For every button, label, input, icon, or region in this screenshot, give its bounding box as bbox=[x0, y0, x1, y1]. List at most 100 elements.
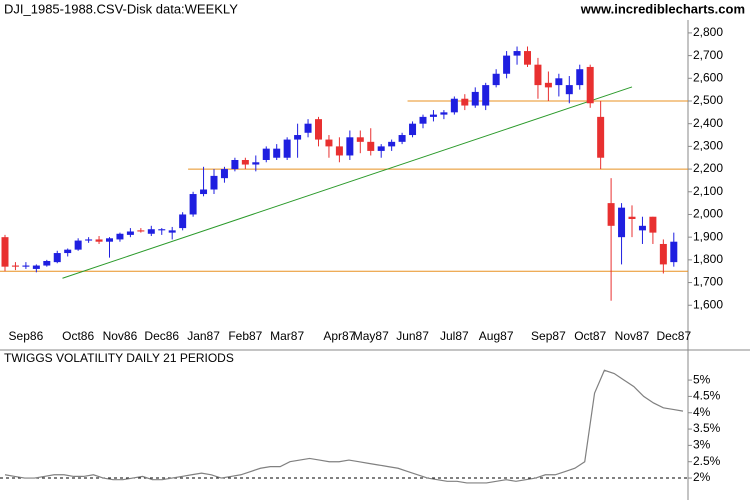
candle-body bbox=[555, 78, 563, 86]
candle-body bbox=[241, 160, 249, 165]
candle-body bbox=[471, 91, 479, 106]
x-tick-label: Aug87 bbox=[479, 329, 514, 343]
candle-body bbox=[429, 114, 437, 117]
candle-body bbox=[43, 260, 51, 266]
candle-body bbox=[32, 265, 40, 269]
candle-body bbox=[597, 116, 605, 158]
candle-body bbox=[11, 265, 19, 267]
candle-body bbox=[126, 231, 134, 235]
candle-body bbox=[189, 194, 197, 215]
candle-body bbox=[513, 51, 521, 56]
candle-body bbox=[649, 216, 657, 233]
y-tick-label: 2,400 bbox=[693, 116, 723, 130]
y-tick-label: 2,200 bbox=[693, 161, 723, 175]
candle-body bbox=[461, 98, 469, 106]
candle-body bbox=[231, 160, 239, 170]
candle-body bbox=[367, 141, 375, 151]
y-tick-label: 1,900 bbox=[693, 229, 723, 243]
y-tick-label: 3% bbox=[693, 438, 711, 452]
candle-body bbox=[524, 51, 531, 65]
volatility-line bbox=[4, 369, 684, 484]
x-tick-label: Jun87 bbox=[396, 329, 429, 343]
y-tick-label: 3.5% bbox=[693, 421, 721, 435]
candle-body bbox=[200, 189, 208, 195]
candle-body bbox=[492, 73, 500, 86]
candle-body bbox=[335, 146, 343, 156]
candle-body bbox=[659, 243, 667, 265]
candle-body bbox=[450, 98, 458, 113]
y-tick-label: 5% bbox=[693, 372, 711, 386]
candle-body bbox=[252, 162, 260, 165]
candle-body bbox=[85, 239, 93, 241]
candle-body bbox=[565, 85, 573, 95]
candle-body bbox=[670, 241, 678, 263]
candle-body bbox=[377, 146, 385, 151]
candle-body bbox=[106, 238, 113, 242]
candle-body bbox=[544, 82, 552, 88]
candle-body bbox=[22, 265, 30, 267]
x-tick-label: Jul87 bbox=[440, 329, 469, 343]
candle-body bbox=[74, 240, 82, 250]
y-tick-label: 2,500 bbox=[693, 93, 723, 107]
y-tick-label: 1,800 bbox=[693, 252, 723, 266]
candle-body bbox=[388, 141, 396, 147]
y-tick-label: 4% bbox=[693, 405, 711, 419]
trend-line bbox=[62, 86, 633, 279]
candle-body bbox=[95, 239, 103, 242]
site-name: www.incrediblecharts.com bbox=[580, 1, 745, 16]
chart-header: DJI_1985-1988.CSV-Disk data:WEEKLY bbox=[4, 1, 238, 16]
x-tick-label: Sep86 bbox=[9, 329, 44, 343]
y-tick-label: 2,100 bbox=[693, 184, 723, 198]
candle-body bbox=[179, 214, 187, 229]
candle-body bbox=[168, 230, 176, 233]
x-tick-label: Dec87 bbox=[656, 329, 691, 343]
x-tick-label: Jan87 bbox=[187, 329, 220, 343]
x-tick-label: Apr87 bbox=[323, 329, 355, 343]
candle-body bbox=[440, 112, 448, 115]
y-tick-label: 1,600 bbox=[693, 297, 723, 311]
candle-body bbox=[53, 253, 61, 263]
candle-body bbox=[64, 249, 72, 254]
y-tick-label: 4.5% bbox=[693, 389, 721, 403]
candle-body bbox=[262, 148, 270, 160]
candle-body bbox=[158, 229, 166, 231]
candle-body bbox=[304, 123, 312, 133]
y-tick-label: 2.5% bbox=[693, 454, 721, 468]
y-tick-label: 1,700 bbox=[693, 275, 723, 289]
candle-body bbox=[638, 225, 646, 231]
x-tick-label: Oct86 bbox=[62, 329, 94, 343]
candle-body bbox=[398, 135, 406, 142]
candle-body bbox=[283, 139, 291, 158]
candle-body bbox=[503, 55, 511, 74]
candle-body bbox=[628, 216, 636, 220]
candle-body bbox=[346, 137, 354, 156]
candle-body bbox=[315, 119, 322, 140]
candle-body bbox=[137, 230, 145, 232]
candle-body bbox=[586, 66, 594, 104]
indicator-title: TWIGGS VOLATILITY DAILY 21 PERIODS bbox=[4, 351, 234, 365]
candle-body bbox=[220, 169, 228, 179]
x-tick-label: Dec86 bbox=[144, 329, 179, 343]
candle-body bbox=[210, 175, 218, 190]
candle-body bbox=[409, 123, 417, 136]
x-tick-label: May87 bbox=[353, 329, 389, 343]
candle-body bbox=[147, 229, 155, 234]
candle-body bbox=[116, 233, 124, 240]
x-tick-label: Feb87 bbox=[228, 329, 262, 343]
x-tick-label: Nov86 bbox=[103, 329, 138, 343]
candle-body bbox=[419, 116, 427, 124]
candle-body bbox=[576, 69, 584, 86]
y-tick-label: 2,700 bbox=[693, 48, 723, 62]
x-tick-label: Nov87 bbox=[615, 329, 650, 343]
y-tick-label: 2,600 bbox=[693, 70, 723, 84]
y-tick-label: 2,800 bbox=[693, 25, 723, 39]
candle-body bbox=[482, 85, 490, 106]
candle-body bbox=[607, 203, 615, 226]
candle-body bbox=[1, 237, 9, 267]
x-tick-label: Oct87 bbox=[574, 329, 606, 343]
y-tick-label: 2% bbox=[693, 470, 711, 484]
candle-body bbox=[618, 207, 626, 238]
y-tick-label: 2,300 bbox=[693, 139, 723, 153]
